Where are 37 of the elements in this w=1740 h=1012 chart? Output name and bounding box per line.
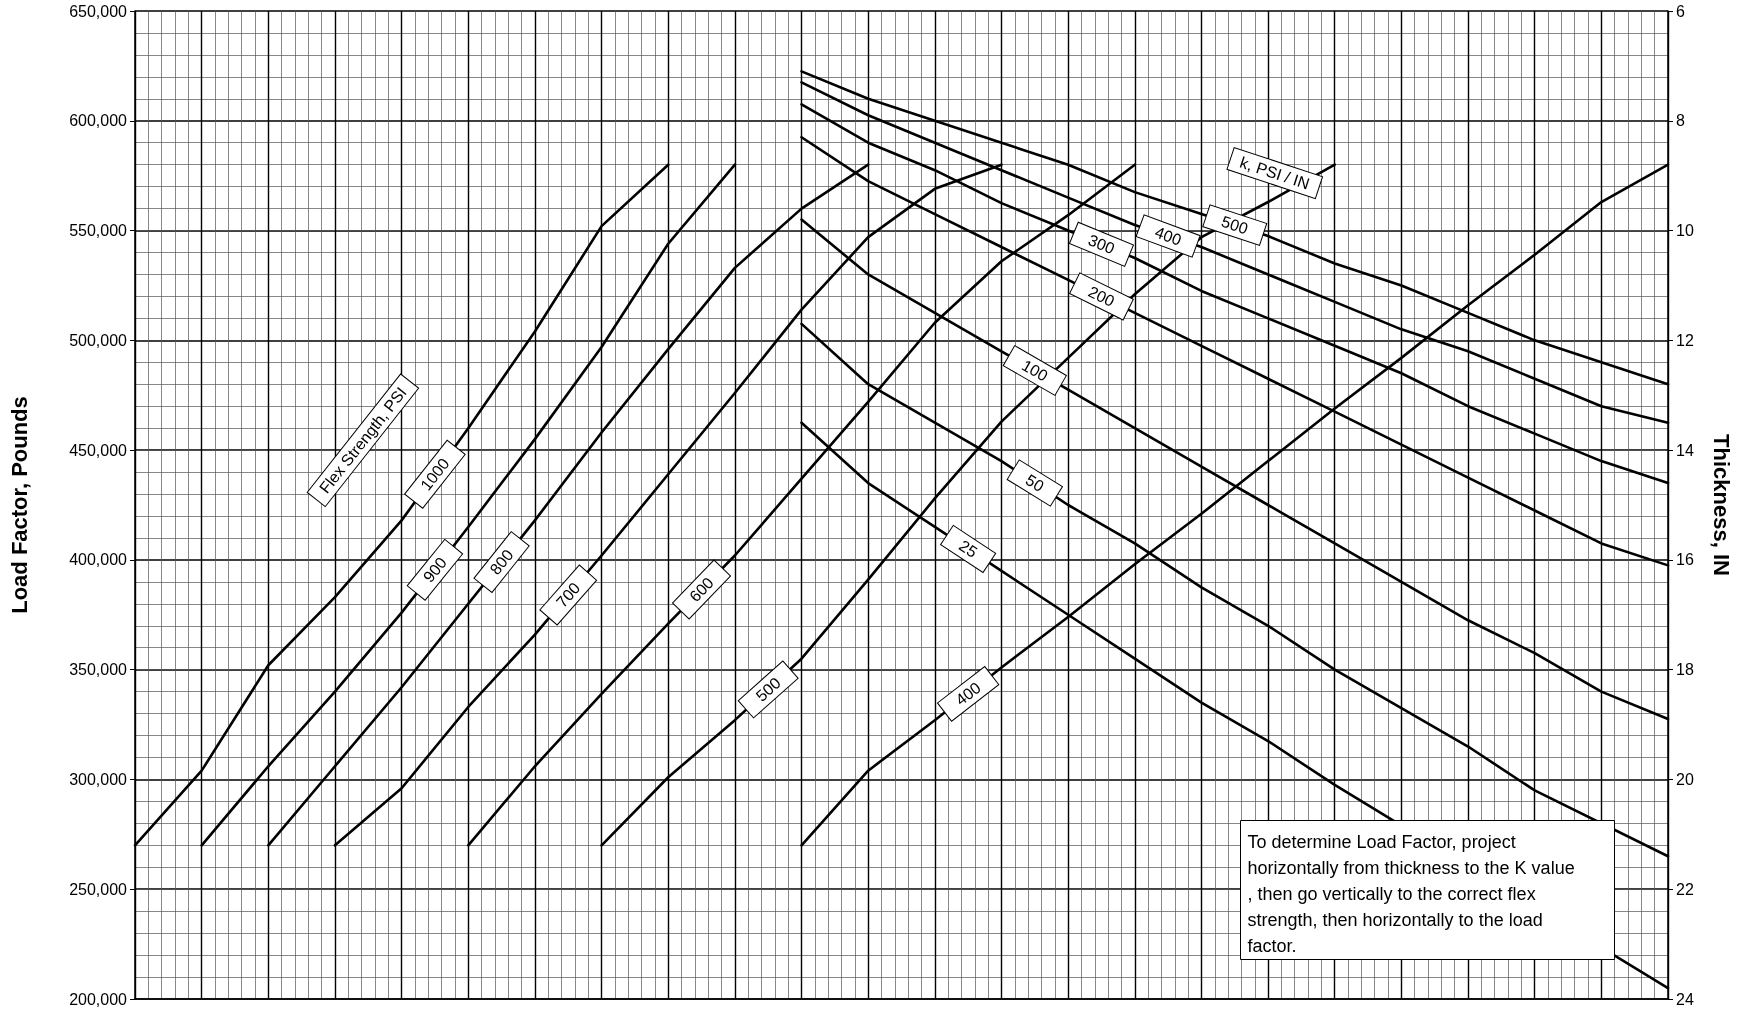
y-axis-title: Load Factor, Pounds bbox=[6, 396, 32, 614]
y2-tick-label: 12 bbox=[1676, 331, 1694, 349]
text: 600 bbox=[686, 573, 717, 606]
annotation: To determine Load Factor, project horizontally from thickness to the K value, then go vertically to the correct flex strength, then horizontally to the load factor. bbox=[1247, 831, 1575, 956]
text: 200 bbox=[1085, 282, 1118, 310]
text: 25 bbox=[956, 536, 981, 561]
y2-tick-label: 6 bbox=[1676, 2, 1685, 20]
y2-tick-label: 20 bbox=[1676, 770, 1694, 788]
y2-tick-label: 22 bbox=[1676, 880, 1694, 898]
text: 300 bbox=[1085, 231, 1118, 258]
y2-tick-label: 14 bbox=[1676, 441, 1694, 459]
y2-tick-label: 18 bbox=[1676, 661, 1694, 679]
y2-axis-title: Thickness, IN bbox=[1708, 434, 1734, 576]
y-tick-label: 250,000 bbox=[69, 880, 128, 898]
y2-tick-label: 16 bbox=[1676, 551, 1694, 569]
y-tick-label: 600,000 bbox=[69, 112, 128, 130]
y-tick-label: 550,000 bbox=[69, 222, 128, 240]
y2-tick-label: 8 bbox=[1676, 112, 1685, 130]
text: 900 bbox=[419, 553, 450, 586]
text: 400 bbox=[1152, 223, 1184, 249]
y-tick-label: 650,000 bbox=[69, 2, 128, 20]
text: 500 bbox=[752, 674, 784, 705]
y-tick-label: 500,000 bbox=[69, 331, 128, 349]
y-tick-label: 300,000 bbox=[69, 770, 128, 788]
y2-tick-label: 24 bbox=[1676, 990, 1694, 1008]
text: 400 bbox=[952, 678, 984, 709]
y2-tick-label: 10 bbox=[1676, 222, 1694, 240]
text: 700 bbox=[553, 579, 584, 611]
y-tick-label: 400,000 bbox=[69, 551, 128, 569]
y-tick-label: 200,000 bbox=[69, 990, 128, 1008]
y-tick-label: 350,000 bbox=[69, 661, 128, 679]
text: 500 bbox=[1219, 212, 1251, 238]
text: 50 bbox=[1022, 471, 1047, 495]
text: 800 bbox=[486, 546, 517, 578]
annotation: k, PSI / IN bbox=[1237, 153, 1312, 193]
text: 100 bbox=[1019, 356, 1051, 385]
y-tick-label: 450,000 bbox=[69, 441, 128, 459]
